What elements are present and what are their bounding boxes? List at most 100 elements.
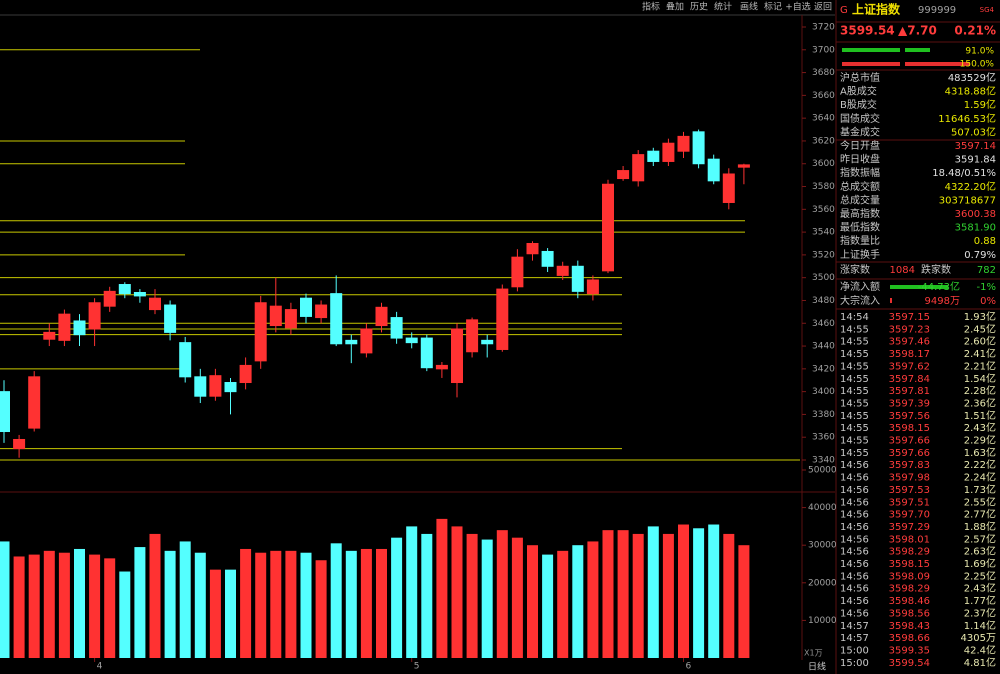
candle-body [58, 313, 71, 341]
toolbar-button[interactable]: 统计 [714, 1, 732, 13]
candle-body [43, 331, 56, 340]
trade-volume: 2.36亿 [964, 396, 996, 409]
trade-time: 14:55 [840, 374, 869, 385]
trade-volume: 1.93亿 [964, 310, 996, 323]
candle-body [239, 364, 252, 384]
candle-body [179, 342, 192, 378]
volume-tick-label: 30000 [808, 541, 837, 551]
trade-time: 14:56 [840, 608, 869, 619]
trade-price: 3597.51 [889, 497, 930, 508]
toolbar-button[interactable]: 历史 [690, 1, 708, 13]
trade-volume: 1.51亿 [964, 409, 996, 422]
candle-body [707, 158, 720, 182]
volume-bar [240, 548, 252, 658]
trade-price: 3597.23 [889, 324, 930, 335]
candle-body [254, 302, 267, 362]
candle-body [466, 319, 479, 353]
volume-bar [300, 552, 312, 658]
volume-bar [572, 545, 584, 658]
candle-body [118, 284, 131, 295]
toolbar-button[interactable]: 叠加 [666, 2, 684, 13]
stat-label: 昨日收盘 [840, 153, 880, 166]
volume-bar [119, 571, 131, 658]
volume-bar [360, 548, 372, 658]
volume-bar [134, 547, 146, 658]
trade-volume: 1.77亿 [964, 594, 996, 607]
block-inflow-pct: 0% [980, 296, 996, 307]
trade-volume: 4.81亿 [964, 656, 996, 669]
volume-bar [376, 548, 387, 658]
y-tick-label: 3700 [812, 45, 835, 55]
volume-bar [708, 524, 720, 658]
trade-volume: 4305万 [961, 633, 996, 644]
ratio-bar [905, 62, 970, 66]
candle-body [571, 265, 584, 292]
trade-time: 14:56 [840, 596, 869, 607]
volume-bar [28, 554, 40, 658]
candle-body [405, 337, 418, 344]
trade-price: 3597.66 [889, 448, 930, 459]
stat-value: 303718677 [939, 195, 996, 206]
candle-body [722, 173, 735, 203]
trade-time: 14:56 [840, 485, 869, 496]
volume-bar [723, 533, 735, 658]
toolbar-button[interactable]: 画线 [740, 1, 758, 13]
trade-price: 3597.66 [889, 436, 930, 447]
trade-price: 3599.54 [889, 658, 930, 669]
x-tick-label: 6 [686, 662, 692, 672]
stat-label: B股成交 [840, 98, 877, 111]
stat-label: 指数量比 [840, 234, 880, 247]
trade-price: 3597.98 [889, 473, 930, 484]
candle-body [269, 305, 282, 327]
volume-bar [104, 558, 116, 658]
stat-label: 今日开盘 [840, 139, 880, 152]
change: ▲7.70 [898, 24, 937, 38]
volume-bar [74, 548, 85, 658]
volume-bar [89, 554, 101, 658]
ratio-down: 150.0% [960, 60, 995, 70]
volume-unit: X1万 [804, 649, 823, 658]
trade-price: 3598.01 [889, 534, 930, 545]
toolbar-button[interactable]: 返回 [814, 1, 832, 13]
candle-body [617, 170, 630, 180]
volume-bar [406, 526, 418, 658]
trade-price: 3598.15 [889, 559, 930, 570]
trade-time: 14:56 [840, 547, 869, 558]
candle-body [209, 375, 222, 397]
trade-volume: 2.43亿 [964, 421, 996, 434]
volume-bar [496, 530, 508, 658]
volume-bar [421, 533, 433, 658]
volume-bar [330, 543, 342, 658]
stat-label: 总成交量 [840, 193, 880, 206]
trade-volume: 2.63亿 [964, 545, 996, 558]
volume-tick-label: 20000 [808, 578, 837, 588]
trade-price: 3598.17 [889, 349, 930, 360]
toolbar-button[interactable]: 指标 [642, 1, 660, 13]
volume-bar [194, 552, 206, 658]
trade-time: 14:56 [840, 510, 869, 521]
toolbar-button[interactable]: 标记 [764, 1, 782, 13]
trade-price: 3597.70 [889, 510, 930, 521]
trade-volume: 2.57亿 [964, 532, 996, 545]
candle-body [511, 256, 524, 288]
candle-body [496, 288, 509, 350]
candle-body [88, 302, 101, 330]
trade-price: 3597.84 [889, 374, 930, 385]
trade-volume: 2.37亿 [964, 606, 996, 619]
stat-value: 11646.53亿 [938, 112, 996, 125]
badge: SG4 [980, 6, 995, 14]
candle-body [647, 150, 660, 162]
trade-volume: 2.24亿 [964, 471, 996, 484]
candle-body [284, 309, 297, 329]
volume-bar [270, 550, 282, 658]
index-code: 999999 [918, 5, 956, 16]
y-tick-label: 3420 [812, 364, 835, 374]
stat-value: 0.79% [964, 250, 996, 261]
index-name: 上证指数 [852, 2, 901, 17]
toolbar-button[interactable]: +自选 [785, 1, 811, 13]
percent: 0.21% [954, 24, 996, 38]
volume-bar [662, 533, 674, 658]
net-inflow-pct: -1% [977, 282, 996, 293]
candle-body [0, 391, 10, 433]
trade-price: 3598.66 [889, 633, 930, 644]
